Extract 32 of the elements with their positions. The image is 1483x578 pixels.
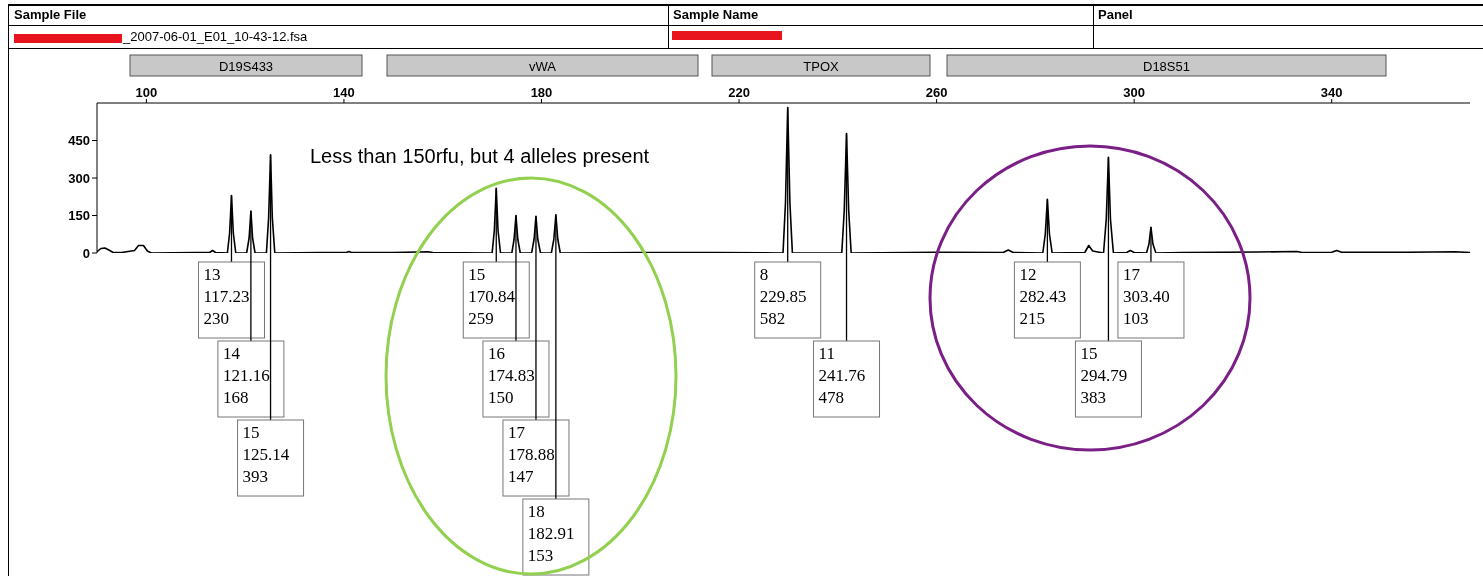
text: D19S433 [218,59,274,74]
x-tick-label: 140 [333,85,355,100]
annotation: 8 229.85 582 [759,265,807,328]
text: Sample File [14,7,87,23]
annotation: 17 303.40 103 [1122,265,1170,328]
x-tick-label: 260 [925,85,948,100]
y-tick-label: 450 [68,133,90,149]
annotation: 12 282.43 215 [1019,265,1067,328]
y-tick-label: 150 [68,208,90,224]
annotation: 15 170.84 259 [468,265,516,328]
x-tick-label: 100 [135,85,158,100]
annotation: 18 182.91 153 [527,502,575,565]
annotation: 14 121.16 168 [222,344,270,407]
x-tick-label: 300 [1123,85,1146,100]
text: Sample Name [673,7,759,23]
x-tick-label: 180 [530,85,553,100]
annotation: 15 125.14 393 [242,423,290,486]
annotation: Less than 150rfu, but 4 alleles present [310,145,650,167]
y-tick-label: 0 [82,245,90,261]
text: D18S51 [1143,59,1190,74]
annotation: 16 174.83 150 [487,344,535,407]
text: Panel [1098,7,1133,23]
annotation: 15 294.79 383 [1080,344,1128,407]
text: vWA [529,59,557,74]
annotation: 11 241.76 478 [818,344,866,407]
x-tick-label: 220 [728,85,750,100]
text: _2007-06-01_E01_10-43-12.fsa [123,29,308,45]
y-tick-label: 300 [68,170,90,186]
text: TPOX [803,59,840,74]
x-tick-label: 340 [1320,85,1343,100]
annotation: 17 178.88 147 [507,423,555,486]
annotation: 13 117.23 230 [203,265,250,328]
